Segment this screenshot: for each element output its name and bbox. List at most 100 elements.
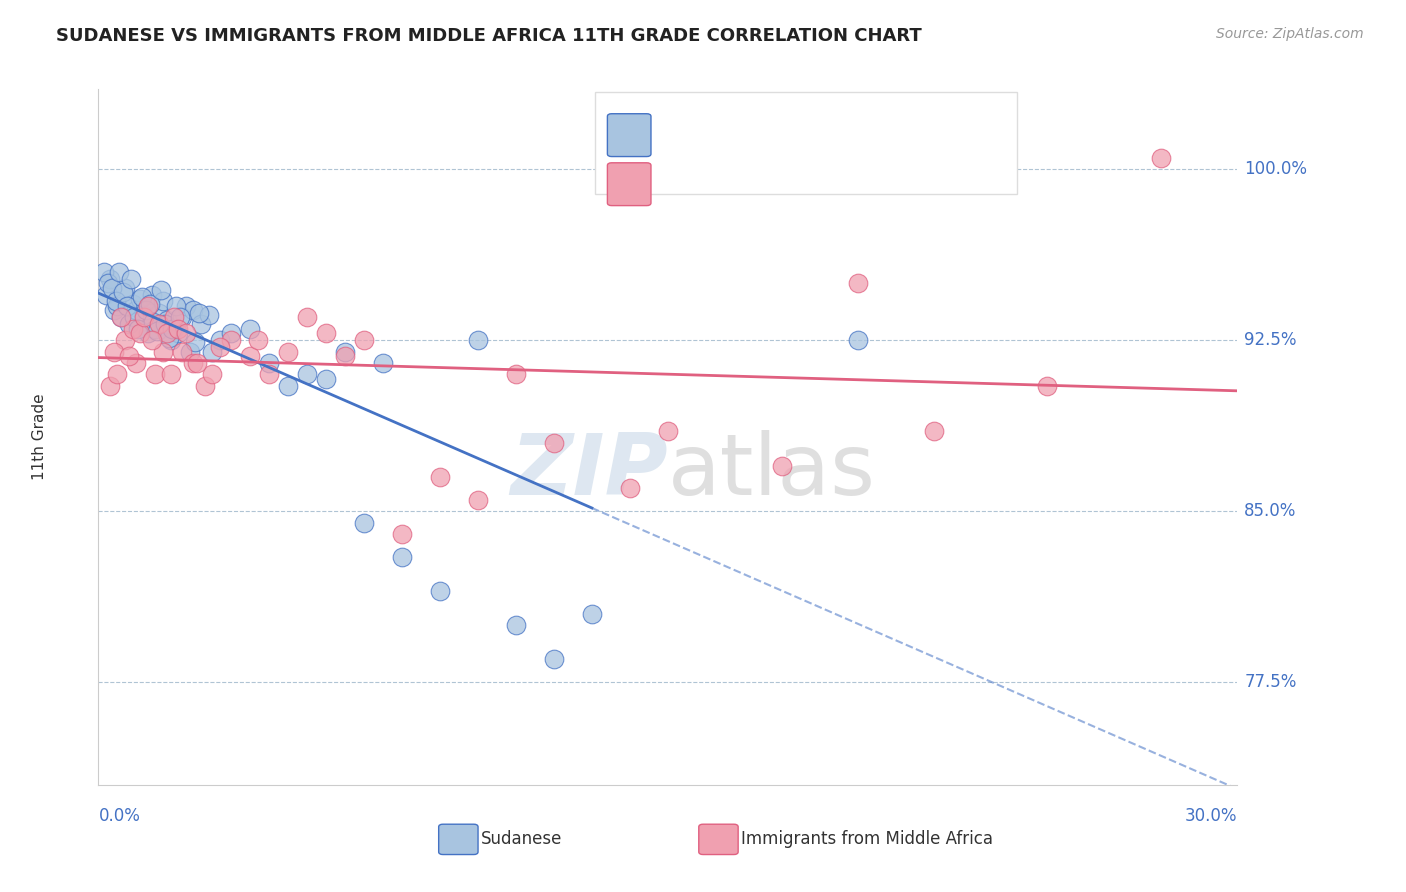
Point: [169, 310, 191, 325]
Point: [297, 368, 319, 382]
Point: [170, 344, 193, 359]
Point: [174, 326, 197, 341]
Point: [141, 287, 163, 301]
Point: [118, 317, 141, 331]
Point: [208, 333, 231, 347]
Point: [135, 303, 157, 318]
Point: [239, 322, 262, 336]
Point: [148, 317, 170, 331]
Point: [138, 296, 160, 310]
Point: [165, 299, 187, 313]
Point: [98, 378, 121, 392]
Point: [156, 326, 179, 341]
Point: [1036, 378, 1059, 392]
Point: [142, 315, 165, 329]
Point: [163, 322, 186, 336]
Point: [174, 299, 197, 313]
Point: [129, 326, 152, 341]
Point: [156, 312, 179, 326]
Point: [391, 527, 413, 541]
Point: [353, 333, 375, 347]
Point: [505, 618, 527, 632]
Point: [277, 378, 299, 392]
Point: [115, 299, 138, 313]
Point: [103, 344, 125, 359]
Point: [108, 265, 131, 279]
Point: [353, 516, 375, 530]
Point: [152, 344, 174, 359]
Point: [201, 344, 224, 359]
Point: [846, 276, 869, 290]
Point: [1150, 151, 1173, 165]
Point: [136, 326, 159, 341]
Point: [183, 303, 205, 318]
Point: [581, 607, 603, 621]
Point: [132, 308, 155, 322]
Text: 11th Grade: 11th Grade: [32, 393, 48, 481]
Point: [922, 425, 945, 439]
Text: atlas: atlas: [668, 430, 876, 514]
Point: [543, 435, 565, 450]
Point: [159, 368, 181, 382]
Point: [94, 287, 117, 301]
Point: [335, 344, 357, 359]
Point: [259, 356, 281, 370]
Point: [121, 322, 143, 336]
Point: [179, 344, 201, 359]
Point: [124, 310, 146, 325]
Point: [127, 322, 149, 336]
Point: [93, 265, 115, 279]
Point: [467, 333, 489, 347]
Point: [97, 276, 120, 290]
Text: 85.0%: 85.0%: [1244, 502, 1296, 520]
Point: [246, 333, 269, 347]
Point: [201, 368, 224, 382]
Point: [259, 368, 281, 382]
Point: [136, 299, 159, 313]
Point: [153, 317, 176, 331]
Point: [141, 333, 163, 347]
Text: R = -0.113    N = 67: R = -0.113 N = 67: [661, 126, 859, 145]
Point: [114, 333, 136, 347]
Point: [239, 349, 262, 363]
Point: [120, 271, 142, 285]
Point: [110, 310, 132, 325]
Point: [145, 368, 167, 382]
Point: [167, 322, 190, 336]
Text: Source: ZipAtlas.com: Source: ZipAtlas.com: [1216, 27, 1364, 41]
Point: [125, 303, 148, 318]
Point: [167, 326, 190, 341]
Text: 0.0%: 0.0%: [98, 807, 141, 825]
Point: [184, 335, 207, 350]
Text: 77.5%: 77.5%: [1244, 673, 1296, 691]
Point: [114, 280, 136, 294]
Point: [391, 549, 413, 564]
Text: Immigrants from Middle Africa: Immigrants from Middle Africa: [741, 830, 993, 848]
Point: [429, 470, 451, 484]
Point: [118, 349, 141, 363]
Point: [152, 294, 174, 309]
Point: [197, 308, 219, 322]
Text: 30.0%: 30.0%: [1185, 807, 1237, 825]
Point: [186, 356, 208, 370]
Point: [125, 356, 148, 370]
Point: [162, 322, 184, 336]
Point: [208, 340, 231, 354]
Point: [107, 299, 129, 313]
Point: [110, 310, 132, 325]
Text: 92.5%: 92.5%: [1244, 331, 1296, 349]
Point: [543, 652, 565, 666]
Point: [170, 310, 193, 325]
Text: Sudanese: Sudanese: [481, 830, 562, 848]
Point: [112, 285, 135, 300]
Point: [100, 280, 122, 294]
Point: [429, 584, 451, 599]
Point: [148, 306, 170, 320]
Point: [183, 356, 205, 370]
Point: [159, 333, 181, 347]
Point: [194, 378, 217, 392]
Point: [163, 310, 186, 325]
Point: [335, 349, 357, 363]
Point: [157, 331, 180, 345]
Text: 100.0%: 100.0%: [1244, 160, 1308, 178]
